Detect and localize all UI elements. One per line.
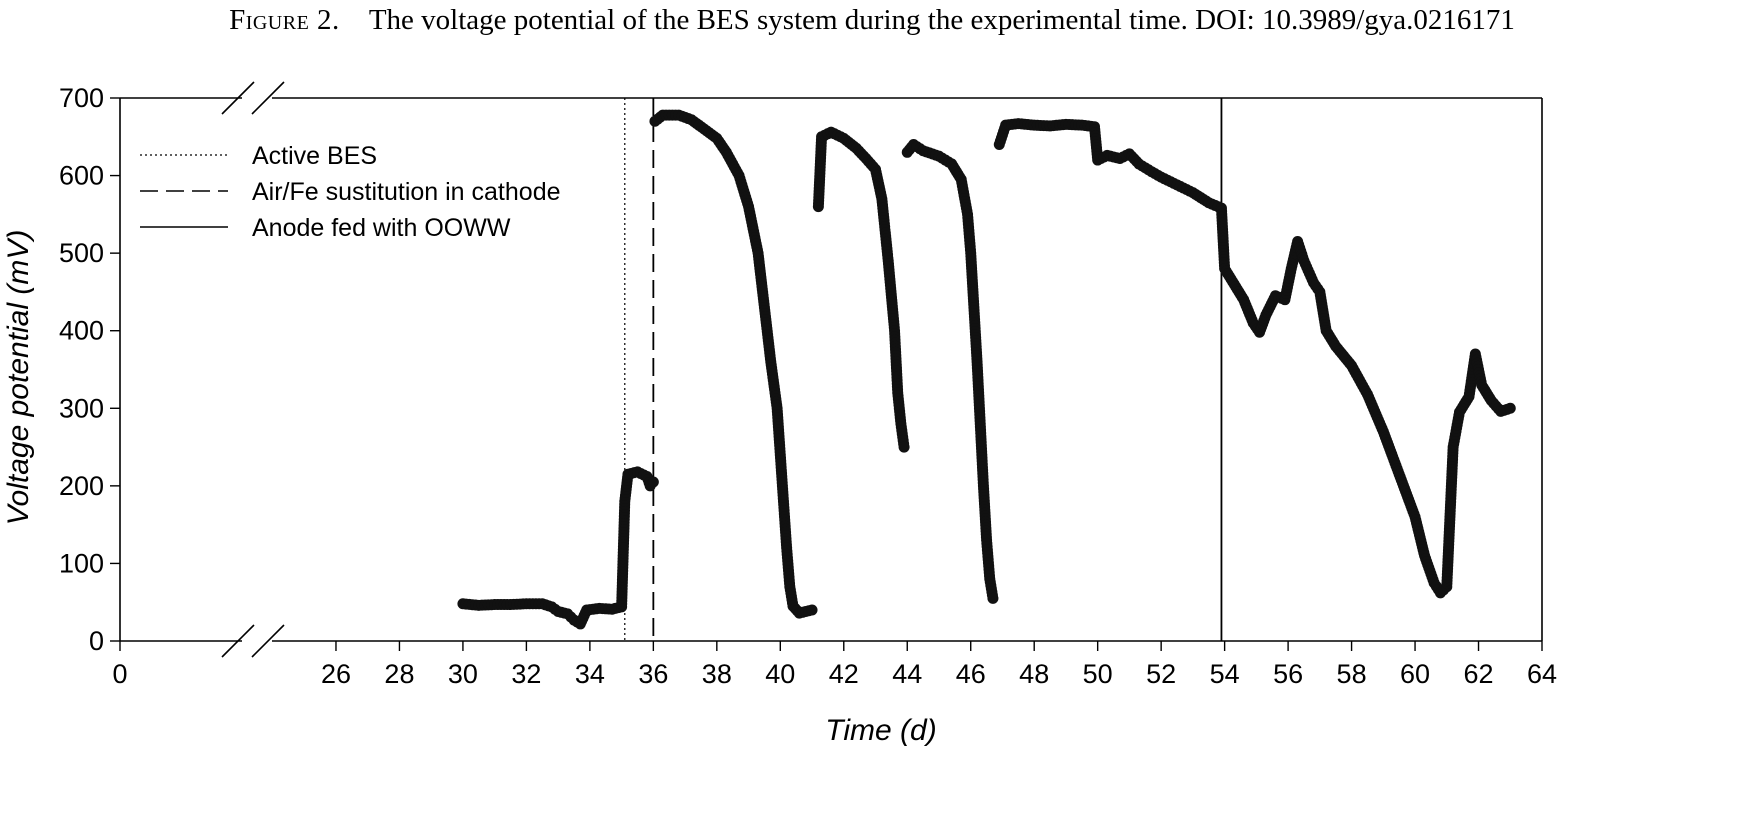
- x-tick-label: 0: [112, 659, 127, 689]
- y-tick-label: 100: [59, 548, 104, 578]
- x-tick-label: 36: [638, 659, 668, 689]
- x-tick-label: 28: [384, 659, 414, 689]
- x-tick-label: 46: [956, 659, 986, 689]
- x-tick-label: 38: [702, 659, 732, 689]
- x-tick-label: 34: [575, 659, 605, 689]
- data-point: [987, 592, 999, 604]
- event-markers: [624, 98, 1223, 641]
- x-tick-label: 32: [511, 659, 541, 689]
- figure-caption: Figure 2. The voltage potential of the B…: [0, 4, 1744, 37]
- y-tick-label: 500: [59, 238, 104, 268]
- x-tick-label: 42: [829, 659, 859, 689]
- x-axis: 0 26 28 30 32 34 36 38 40 42 44 46 48 50 52 54 56 58 60 62 6…: [112, 641, 1557, 689]
- y-axis: 0 100 200 300 400 500 600 700: [59, 83, 120, 656]
- x-tick-label: 60: [1400, 659, 1430, 689]
- x-tick-label: 26: [321, 659, 351, 689]
- y-tick-label: 400: [59, 316, 104, 346]
- y-tick-label: 600: [59, 161, 104, 191]
- y-tick-label: 300: [59, 393, 104, 423]
- x-tick-label: 52: [1146, 659, 1176, 689]
- x-tick-label: 64: [1527, 659, 1557, 689]
- data-point: [806, 604, 818, 616]
- x-tick-label: 30: [448, 659, 478, 689]
- x-axis-title: Time (d): [825, 714, 936, 747]
- legend: Active BES Air/Fe sustitution in cathode A…: [140, 142, 561, 242]
- axis-break-mark: [221, 624, 255, 658]
- x-tick-label: 44: [892, 659, 922, 689]
- y-tick-label: 700: [59, 83, 104, 113]
- x-tick-label: 62: [1464, 659, 1494, 689]
- x-tick-label: 56: [1273, 659, 1303, 689]
- y-axis-title: Voltage potential (mV): [2, 230, 35, 526]
- x-tick-label: 40: [765, 659, 795, 689]
- figure-label: Figure 2.: [229, 4, 340, 36]
- data-point: [898, 441, 910, 453]
- x-tick-label: 54: [1210, 659, 1240, 689]
- legend-label: Anode fed with OOWW: [252, 214, 511, 242]
- data-series: [457, 109, 1516, 630]
- x-tick-label: 50: [1083, 659, 1113, 689]
- caption-text: The voltage potential of the BES system …: [368, 4, 1515, 36]
- axis-break-mark: [251, 624, 285, 658]
- legend-label: Air/Fe sustitution in cathode: [252, 178, 561, 206]
- y-tick-label: 0: [89, 626, 104, 656]
- data-point: [1504, 402, 1516, 414]
- axis-break-mark: [221, 81, 255, 115]
- data-point: [647, 476, 659, 488]
- y-tick-label: 200: [59, 471, 104, 501]
- x-tick-label: 58: [1337, 659, 1367, 689]
- x-tick-label: 48: [1019, 659, 1049, 689]
- legend-label: Active BES: [252, 142, 377, 170]
- axis-break-mark: [251, 81, 285, 115]
